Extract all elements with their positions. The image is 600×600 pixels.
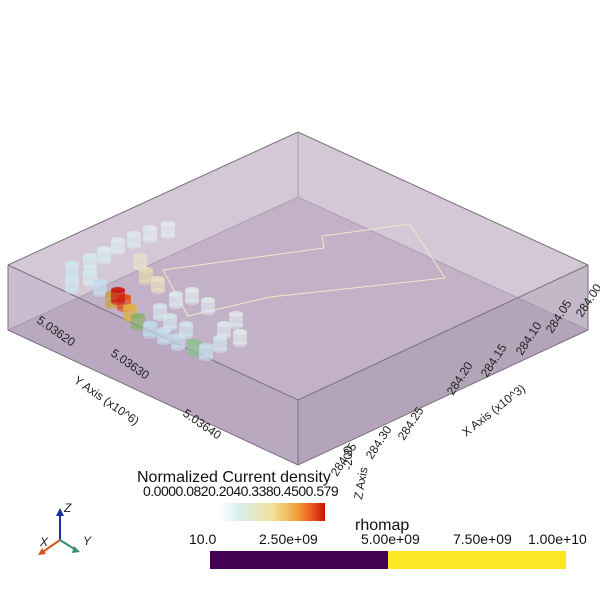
rhomap-colorbar-high <box>388 551 566 569</box>
electrode-glyph <box>233 329 247 347</box>
orientation-y-label: Y <box>83 534 92 548</box>
z-axis: -200 Z Axis <box>341 446 371 501</box>
rhomap-colorbar-tick: 7.50e+09 <box>453 531 512 547</box>
electrode-glyph <box>217 321 231 339</box>
electrode-glyph <box>139 267 153 285</box>
rhomap-colorbar-tick: 2.50e+09 <box>259 531 318 547</box>
electrode-glyph <box>161 221 175 239</box>
z-tick-label: -200 <box>341 446 355 470</box>
box-left-side <box>8 265 298 465</box>
electrode-glyph <box>65 261 79 279</box>
orientation-x-label: X <box>39 535 49 549</box>
current-density-colorbar <box>210 503 325 521</box>
electrode-glyph <box>111 287 125 305</box>
electrode-glyph <box>151 276 165 294</box>
box-right-side <box>298 265 588 465</box>
z-axis-title: Z Axis <box>351 466 370 501</box>
rhomap-colorbar-title: rhomap <box>355 517 410 534</box>
electrode-glyph <box>179 321 193 339</box>
orientation-axes-widget: Z X Y <box>38 501 92 555</box>
electrode-glyph <box>199 343 213 361</box>
rhomap-colorbar-tick: 10.0 <box>189 531 217 547</box>
electrode-glyph <box>201 297 215 315</box>
electrode-glyph <box>65 276 79 294</box>
electrode-glyph <box>131 313 145 331</box>
current-density-colorbar-labels: 0.0000.0820.2040.3380.4500.579 <box>143 483 339 499</box>
rhomap-colorbar-tick: 5.00e+09 <box>361 531 420 547</box>
electrode-glyph <box>133 253 147 271</box>
electrode-glyph <box>97 246 111 264</box>
electrode-glyph <box>169 291 183 309</box>
electrode-glyph <box>93 279 107 297</box>
electrode-glyph <box>229 311 243 329</box>
electrode-glyph <box>127 231 141 249</box>
rhomap-colorbar-tick: 1.00e+10 <box>528 531 587 547</box>
x-axis-title: X Axis (x10^3) <box>459 381 528 439</box>
electrode-glyph <box>143 321 157 339</box>
electrode-glyph <box>111 237 125 255</box>
current-density-glyphs <box>65 221 247 361</box>
rhomap-colorbar-low <box>210 551 388 569</box>
electrode-glyph <box>187 339 201 357</box>
current-density-colorbar-title: Normalized Current density <box>137 469 331 486</box>
orientation-z-label: Z <box>63 501 72 515</box>
model-box <box>7 131 589 466</box>
electrode-glyph <box>83 253 97 271</box>
electrode-glyph <box>185 287 199 305</box>
electrode-glyph <box>143 225 157 243</box>
electrode-glyph <box>153 303 167 321</box>
